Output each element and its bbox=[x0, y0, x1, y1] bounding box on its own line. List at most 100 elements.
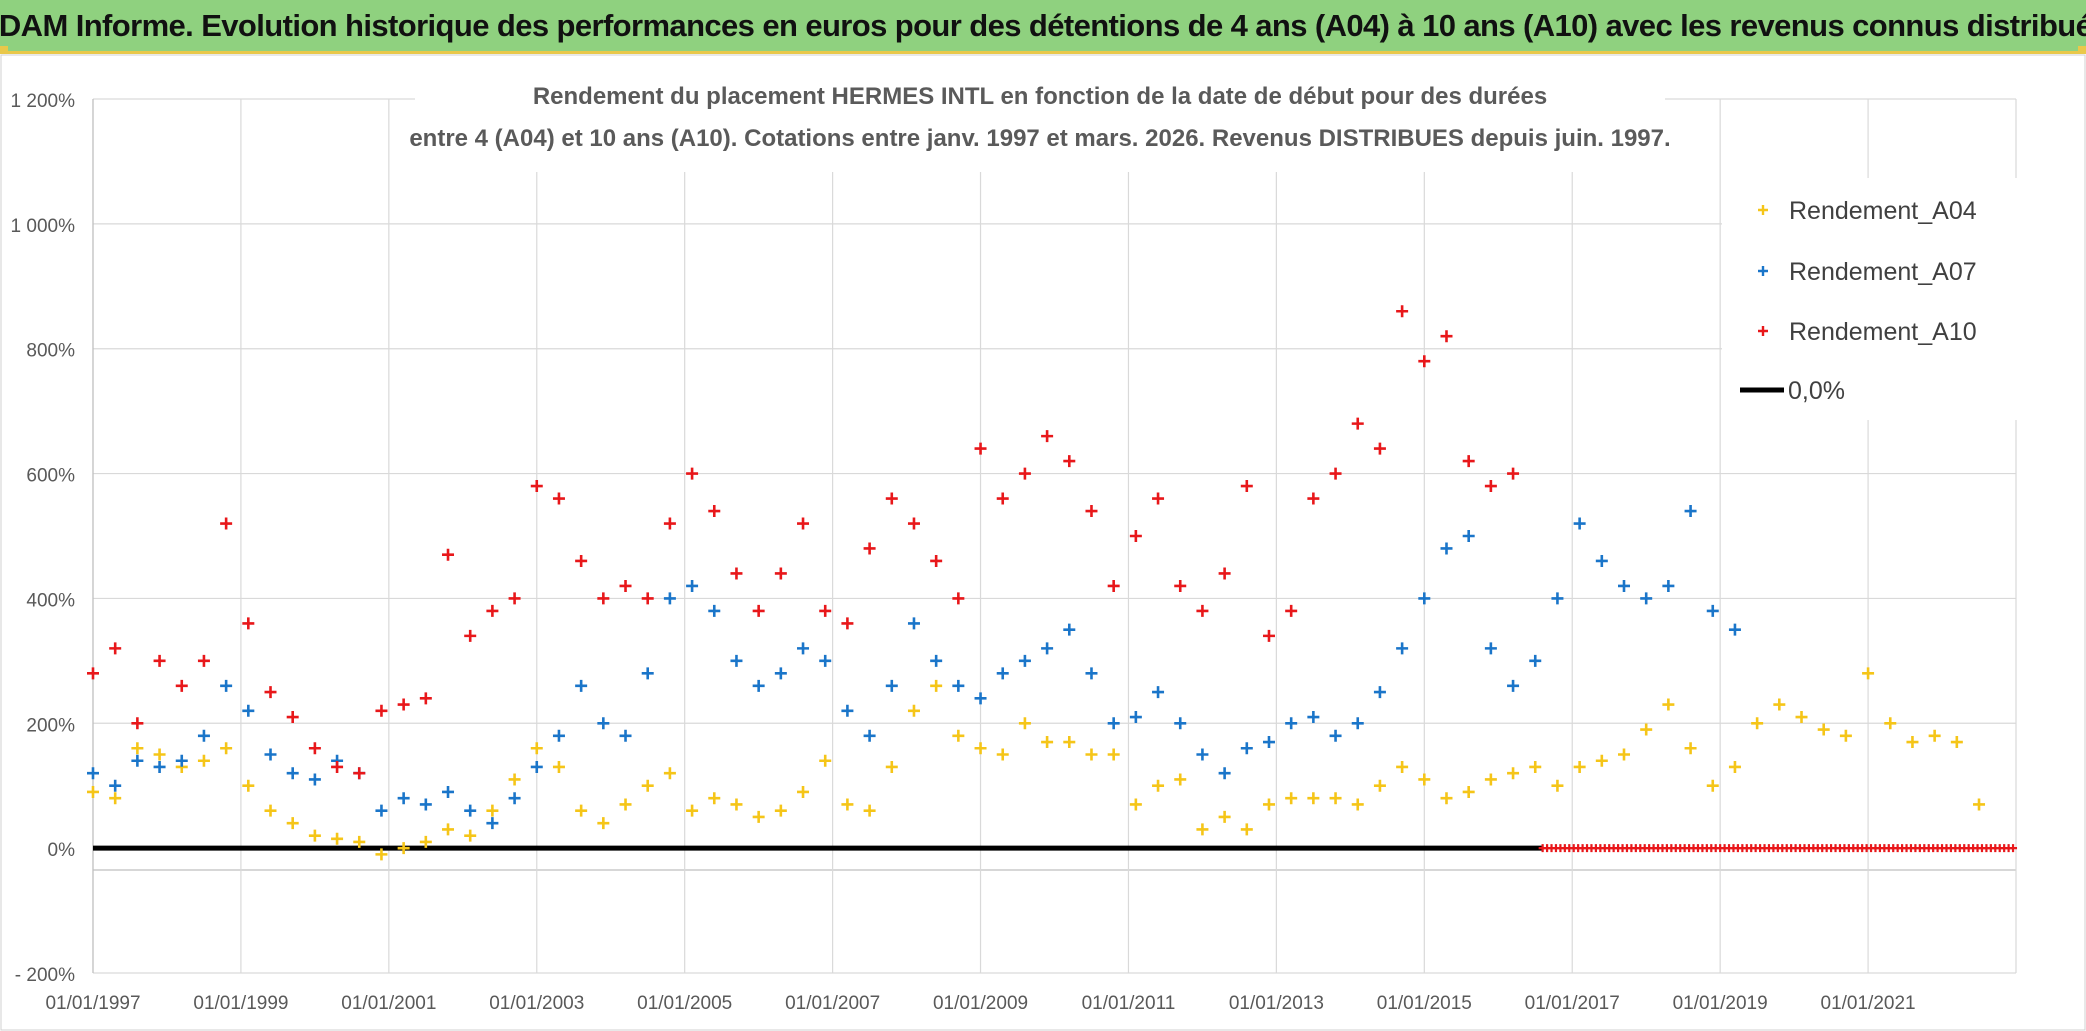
rendement-a04-point bbox=[286, 817, 299, 830]
rendement-a04-point bbox=[1817, 723, 1830, 736]
y-tick-label: 200% bbox=[26, 715, 75, 736]
rendement-a04-point bbox=[1196, 823, 1209, 836]
rendement-a04-point bbox=[1418, 773, 1431, 786]
rendement-a10-point bbox=[508, 592, 521, 605]
y-tick-label: 0% bbox=[48, 840, 76, 861]
rendement-a10-point bbox=[1462, 455, 1475, 468]
rendement-a10-point bbox=[885, 492, 898, 505]
rendement-a07-point bbox=[575, 679, 588, 692]
rendement-a04-point bbox=[1085, 748, 1098, 761]
rendement-a07-point bbox=[752, 679, 765, 692]
rendement-a10-point bbox=[619, 579, 632, 592]
rendement-a07-point bbox=[885, 679, 898, 692]
x-tick-label: 01/01/2003 bbox=[489, 993, 584, 1014]
rendement-a07-point bbox=[907, 617, 920, 630]
rendement-a04-point bbox=[1240, 823, 1253, 836]
x-tick-label: 01/01/1999 bbox=[193, 993, 288, 1014]
rendement-a10-point bbox=[1285, 604, 1298, 617]
rendement-a04-point bbox=[1018, 717, 1031, 730]
rendement-a10-point bbox=[242, 617, 255, 630]
corner-accent-right bbox=[2078, 46, 2086, 54]
rendement-a07-point bbox=[1618, 579, 1630, 592]
rendement-a07-point bbox=[1262, 736, 1275, 749]
rendement-a10-point bbox=[1329, 467, 1342, 480]
rendement-a04-point bbox=[797, 785, 810, 798]
rendement-a04-point bbox=[1839, 729, 1852, 742]
zero-line-legend-label: 0,0% bbox=[1788, 377, 1845, 405]
rendement-a04-point bbox=[663, 767, 676, 780]
rendement-a04-point bbox=[442, 823, 455, 836]
rendement-a04-point bbox=[1551, 779, 1564, 792]
rendement-a04-point bbox=[308, 829, 321, 842]
rendement-a07-point bbox=[730, 654, 743, 667]
rendement-a07-point bbox=[952, 679, 965, 692]
y-tick-label: 600% bbox=[26, 466, 75, 487]
rendement-a07-point bbox=[530, 760, 543, 773]
rendement-a07-point bbox=[996, 667, 1009, 680]
rendement-a10-point bbox=[1218, 567, 1231, 580]
rendement-a10-point bbox=[1484, 480, 1497, 493]
rendement-a10-point bbox=[597, 592, 610, 605]
rendement-a07-point bbox=[619, 729, 632, 742]
x-tick-label: 01/01/2017 bbox=[1525, 993, 1620, 1014]
rendement-a04-point bbox=[87, 785, 99, 798]
rendement-a04-point bbox=[930, 679, 943, 692]
rendement-a04-point bbox=[730, 798, 743, 811]
rendement-a04-point bbox=[1640, 723, 1653, 736]
rendement-a07-point bbox=[1440, 542, 1453, 555]
rendement-a04-point bbox=[375, 848, 388, 861]
rendement-a10-point bbox=[863, 542, 876, 555]
rendement-a04-point bbox=[419, 835, 432, 848]
rendement-a04-point bbox=[952, 729, 965, 742]
corner-accent-left bbox=[0, 46, 8, 54]
rendement-a10-point bbox=[1351, 417, 1364, 430]
rendement-a10-point bbox=[996, 492, 1009, 505]
rendement-a07-point bbox=[1529, 654, 1542, 667]
rendement-a07-point bbox=[1329, 729, 1342, 742]
rendement-a07-point bbox=[1018, 654, 1031, 667]
rendement-a10-point bbox=[974, 442, 987, 455]
rendement-a10-point bbox=[1507, 467, 1520, 480]
rendement-a04-legend-marker bbox=[1758, 205, 1768, 215]
rendement-a04-point bbox=[597, 817, 610, 830]
rendement-a07-point bbox=[1728, 623, 1741, 636]
rendement-a04-point bbox=[1507, 767, 1520, 780]
rendement-a04-point bbox=[575, 804, 588, 817]
rendement-a04-point bbox=[242, 779, 255, 792]
rendement-a10-point bbox=[730, 567, 743, 580]
rendement-a10-point bbox=[353, 767, 366, 780]
y-tick-label: 800% bbox=[26, 341, 75, 362]
rendement-a10-point bbox=[1063, 455, 1076, 468]
rendement-a10-point bbox=[197, 654, 210, 667]
rendement-a04-point bbox=[1862, 667, 1875, 680]
rendement-a04-point bbox=[752, 810, 765, 823]
rendement-a07-point bbox=[1351, 717, 1364, 730]
y-tick-label: 400% bbox=[26, 590, 75, 611]
rendement-a10-point bbox=[1240, 480, 1253, 493]
rendement-a07-legend-marker bbox=[1758, 266, 1768, 276]
rendement-a04-point bbox=[1218, 810, 1231, 823]
rendement-a04-point bbox=[1484, 773, 1497, 786]
rendement-a07-point bbox=[508, 792, 521, 805]
rendement-a04-point bbox=[686, 804, 699, 817]
rendement-a07-point bbox=[663, 592, 676, 605]
rendement-a04-point bbox=[1041, 736, 1054, 749]
rendement-a07-point bbox=[1240, 742, 1253, 755]
rendement-a07-point bbox=[863, 729, 876, 742]
rendement-a07-point bbox=[1684, 505, 1697, 518]
rendement-a07-point bbox=[1196, 748, 1209, 761]
rendement-a07-point bbox=[308, 773, 321, 786]
rendement-a04-point bbox=[1307, 792, 1320, 805]
series-rendement-a07 bbox=[87, 505, 1741, 830]
rendement-a10-point bbox=[464, 629, 477, 642]
rendement-a07-point bbox=[641, 667, 654, 680]
rendement-a04-point bbox=[1773, 698, 1786, 711]
rendement-a04-point bbox=[819, 754, 832, 767]
grid-lines bbox=[92, 98, 2017, 974]
series-rendement-a10 bbox=[87, 305, 1520, 780]
rendement-a07-point bbox=[552, 729, 565, 742]
rendement-a07-point bbox=[841, 704, 854, 717]
rendement-a10-point bbox=[286, 711, 299, 724]
rendement-a04-point bbox=[1618, 748, 1630, 761]
y-tick-label: 1 000% bbox=[11, 216, 76, 237]
